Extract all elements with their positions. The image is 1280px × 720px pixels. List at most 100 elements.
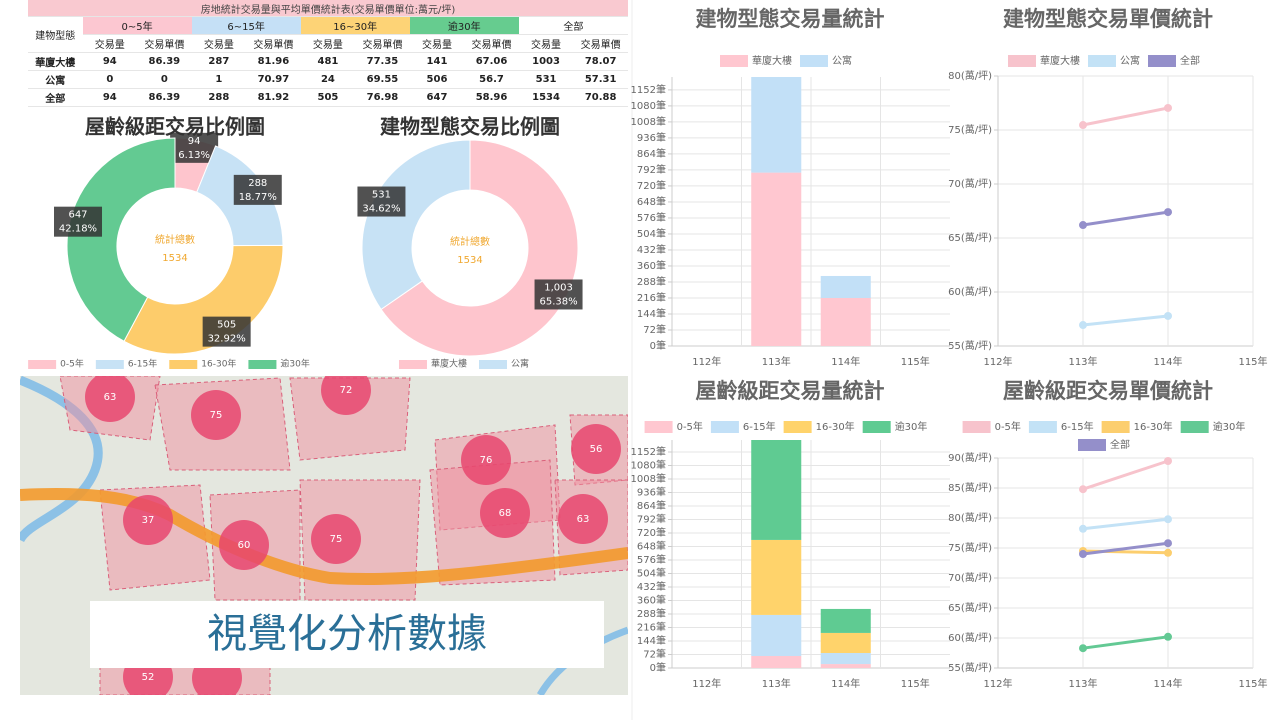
percent-label: 65.38% — [539, 296, 577, 307]
center-label: 統計總數 — [450, 235, 490, 248]
point — [1079, 550, 1087, 558]
bar-segment — [751, 77, 802, 173]
cell: 81.96 — [246, 52, 301, 71]
y-tick-label: 55(萬/坪) — [948, 339, 992, 352]
legend-label: 0-5年 — [60, 358, 84, 370]
subheader-cell: 交易單價 — [573, 34, 628, 53]
cluster — [85, 376, 135, 422]
point — [1164, 103, 1172, 112]
bar-segment — [751, 172, 802, 346]
line — [1082, 517, 1169, 531]
legend-label: 6-15年 — [743, 420, 776, 433]
legend-label: 全部 — [1110, 438, 1130, 451]
center-total: 1534 — [457, 255, 482, 266]
chart-title: 建物型態交易單價統計 — [1003, 7, 1213, 31]
x-tick-label: 115年 — [1238, 355, 1267, 368]
cell: 69.55 — [355, 70, 410, 89]
x-tick-label: 112年 — [983, 355, 1012, 368]
legend-label: 6-15年 — [128, 358, 157, 370]
bar-segment — [751, 656, 802, 668]
y-tick-label: 936筆 — [637, 131, 666, 144]
cell: 94 — [82, 52, 138, 71]
line — [1082, 210, 1169, 227]
chart-title: 建物型態交易比例圖 — [380, 115, 560, 139]
legend-swatch — [1028, 421, 1057, 433]
cluster — [123, 495, 173, 545]
x-tick-label: 113年 — [762, 355, 791, 368]
donut-slice — [361, 139, 471, 311]
y-tick-label: 144筆 — [637, 307, 666, 320]
cluster-label: 68 — [499, 508, 512, 519]
cell: 56.7 — [464, 70, 519, 89]
x-tick-label: 112年 — [692, 677, 721, 690]
cell: 1003 — [518, 52, 574, 71]
cluster — [219, 520, 269, 570]
x-tick-label: 115年 — [901, 355, 930, 368]
line — [1082, 635, 1169, 650]
y-tick-label: 216筆 — [637, 621, 666, 634]
cluster-label: 37 — [142, 515, 155, 526]
cell: 78.07 — [573, 52, 628, 71]
x-tick-label: 113年 — [1068, 355, 1097, 368]
value-label: 288 — [248, 178, 267, 189]
subheader-cell: 交易量 — [300, 34, 356, 53]
header-cell: 全部 — [518, 16, 628, 35]
percent-label: 32.92% — [208, 334, 246, 345]
y-tick-label: 0筆 — [650, 661, 666, 674]
y-tick-label: 648筆 — [637, 540, 666, 553]
legend-swatch — [479, 360, 507, 369]
cell: 81.92 — [246, 88, 301, 107]
y-tick-label: 1080筆 — [631, 459, 666, 472]
cluster-label: 60 — [238, 540, 251, 551]
cell: 58.96 — [464, 88, 519, 107]
cluster — [191, 390, 241, 440]
x-tick-label: 112年 — [983, 677, 1012, 690]
y-tick-label: 90(萬/坪) — [948, 451, 992, 464]
legend-item: 華廈大樓 — [720, 54, 792, 67]
legend-label: 16-30年 — [201, 358, 236, 370]
y-tick-label: 1152筆 — [631, 445, 666, 458]
cluster-label: 72 — [340, 385, 353, 396]
y-tick-label: 432筆 — [637, 580, 666, 593]
y-tick-label: 504筆 — [637, 227, 666, 240]
bar-segment — [820, 608, 871, 633]
legend-item: 16-30年 — [1101, 420, 1173, 433]
cell: 481 — [300, 52, 356, 71]
cell: 0 — [137, 70, 192, 89]
y-tick-label: 75(萬/坪) — [948, 123, 992, 136]
y-tick-label: 432筆 — [637, 243, 666, 256]
header-cell: 建物型態 — [28, 16, 83, 53]
legend: 華廈大樓 公寓 — [720, 54, 852, 67]
y-tick-label: 576筆 — [637, 553, 666, 566]
line — [1082, 106, 1169, 127]
donut-slice — [380, 139, 579, 357]
cluster-label: 75 — [210, 410, 223, 421]
donut-slice — [66, 137, 176, 342]
y-tick-label: 1080筆 — [631, 99, 666, 112]
cell: 505 — [300, 88, 356, 107]
y-tick-label: 792筆 — [637, 163, 666, 176]
y-tick-label: 75(萬/坪) — [948, 541, 992, 554]
y-tick-label: 65(萬/坪) — [948, 231, 992, 244]
y-tick-label: 936筆 — [637, 486, 666, 499]
cell: 24 — [300, 70, 356, 89]
header-cell: 16~30年 — [300, 16, 410, 35]
x-tick-label: 115年 — [1238, 677, 1267, 690]
chart-title: 屋齡級距交易量統計 — [696, 379, 885, 403]
cell: 86.39 — [137, 52, 192, 71]
legend-item: 0-5年 — [962, 420, 1021, 433]
title-row: 房地統計交易量與平均單價統計表(交易單價單位:萬元/坪) — [28, 0, 628, 17]
percent-label: 34.62% — [362, 204, 400, 215]
legend-label: 逾30年 — [895, 420, 928, 433]
legend-item: 全部 — [1148, 54, 1200, 67]
point — [1164, 539, 1172, 548]
bar-segment — [751, 440, 802, 540]
y-tick-label: 288筆 — [637, 607, 666, 620]
cell: 全部 — [28, 88, 83, 107]
x-tick-label: 112年 — [692, 355, 721, 368]
y-tick-label: 360筆 — [637, 259, 666, 272]
legend: 華廈大樓 公寓 — [398, 358, 529, 370]
y-tick-label: 65(萬/坪) — [948, 601, 992, 614]
cluster-label: 75 — [330, 534, 343, 545]
